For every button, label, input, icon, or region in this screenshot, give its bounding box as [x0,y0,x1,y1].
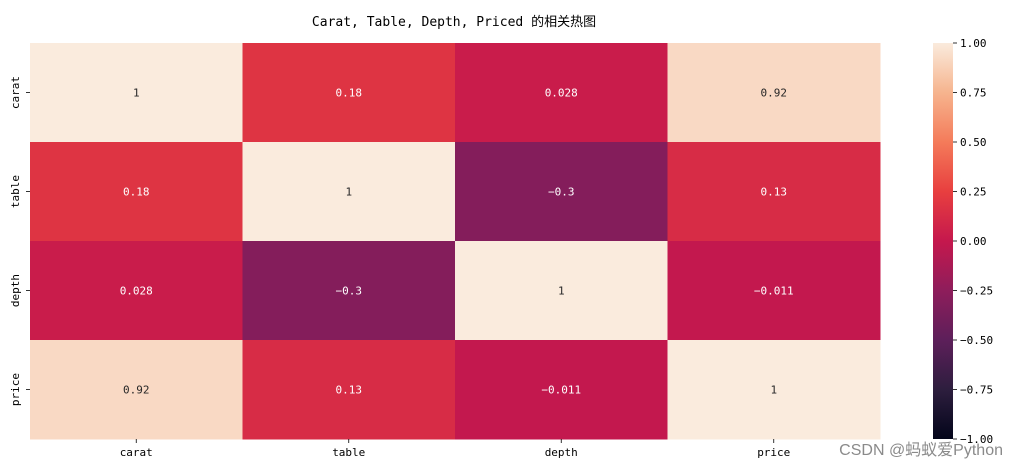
heatmap-cell [242,43,456,143]
chart-title: Carat, Table, Depth, Priced 的相关热图 [312,14,596,30]
y-tick-label: depth [9,274,22,307]
cell-annotations: 1 0.18 0.028 0.92 0.18 1 −0.3 0.13 0.028 −0.3 1 −0.… [120,87,794,397]
cell-value-label: −0.011 [541,384,581,397]
heatmap-cell [30,43,243,143]
cell-value-label: 0.13 [336,384,363,397]
x-tick-label: depth [545,446,578,459]
cell-value-label: −0.3 [548,186,575,199]
cell-value-label: 1 [133,87,140,100]
cell-value-label: 1 [770,384,777,397]
heatmap-cell [30,340,243,440]
heatmap-cell [667,340,881,440]
heatmap-cell [455,241,668,341]
colorbar-tick-label: 0.75 [960,87,987,100]
colorbar-tick-label: −0.50 [960,334,993,347]
y-tick-label: carat [9,76,22,109]
colorbar [933,43,953,439]
colorbar-tick-label: 0.25 [960,186,987,199]
colorbar-tick-label: −1.00 [960,433,993,446]
x-tick-label: price [757,446,790,459]
heatmap-cell [667,43,881,143]
y-tick-label: table [9,175,22,208]
cell-value-label: −0.011 [754,285,794,298]
heatmap-cell [242,142,456,242]
heatmap-cell [667,241,881,341]
y-axis-tick-labels: carat table depth price [9,76,30,406]
colorbar-tick-label: −0.25 [960,285,993,298]
cell-value-label: 0.028 [120,285,153,298]
cell-value-label: 1 [345,186,352,199]
colorbar-tick-label: 1.00 [960,37,987,50]
colorbar-tick-label: −0.75 [960,384,993,397]
cell-value-label: 0.18 [123,186,150,199]
heatmap-cells [30,43,881,440]
colorbar-tick-label: 0.00 [960,235,987,248]
watermark-text: CSDN @蚂蚁爱Python [839,442,1003,459]
cell-value-label: 0.18 [336,87,363,100]
y-tick-label: price [9,373,22,406]
colorbar-tick-label: 0.50 [960,136,987,149]
heatmap-cell [242,340,456,440]
heatmap-cell [455,340,668,440]
cell-value-label: 0.13 [761,186,788,199]
cell-value-label: 0.028 [545,87,578,100]
colorbar-ticks: 1.00 0.75 0.50 0.25 0.00 −0.25 −0.50 −0.75 −1.00 [953,37,993,446]
heatmap-cell [455,43,668,143]
x-tick-label: table [332,446,365,459]
heatmap-cell [30,241,243,341]
cell-value-label: 0.92 [123,384,150,397]
cell-value-label: −0.3 [336,285,363,298]
heatmap-cell [30,142,243,242]
cell-value-label: 1 [558,285,565,298]
cell-value-label: 0.92 [761,87,788,100]
heatmap-cell [667,142,881,242]
heatmap-cell [455,142,668,242]
heatmap-cell [242,241,456,341]
x-tick-label: carat [120,446,153,459]
x-axis-tick-labels: carat table depth price [120,439,790,459]
